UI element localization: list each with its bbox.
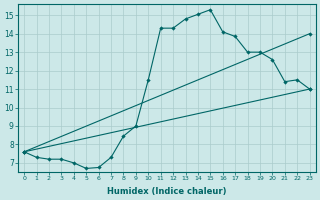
X-axis label: Humidex (Indice chaleur): Humidex (Indice chaleur) bbox=[107, 187, 227, 196]
